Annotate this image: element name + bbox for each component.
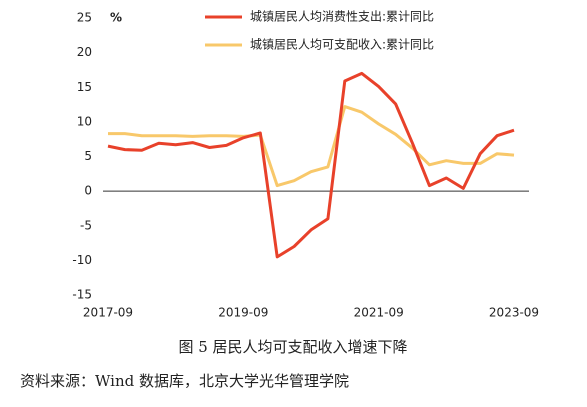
- y-unit: %: [110, 11, 122, 25]
- series-line: [108, 105, 515, 188]
- x-tick-label: 2023-09: [489, 306, 539, 320]
- y-tick-label: -5: [80, 218, 92, 232]
- y-tick-label: 25: [77, 11, 92, 25]
- y-tick-label: 10: [77, 114, 92, 128]
- y-tick-label: -10: [72, 253, 92, 267]
- y-tick-label: 0: [84, 184, 92, 198]
- legend-label: 城镇居民人均可支配收入:累计同比: [250, 38, 434, 52]
- y-tick-label: -15: [72, 288, 92, 302]
- y-tick-label: 5: [84, 149, 92, 163]
- x-tick-label: 2021-09: [354, 306, 404, 320]
- source: 资料来源：Wind 数据库，北京大学光华管理学院: [20, 372, 349, 390]
- legend-label: 城镇居民人均消费性支出:累计同比: [250, 10, 434, 24]
- x-tick-label: 2017-09: [83, 306, 133, 320]
- x-tick-label: 2019-09: [218, 306, 268, 320]
- series-line: [107, 71, 515, 259]
- y-tick-label: 15: [77, 80, 92, 94]
- caption: 图 5 居民人均可支配收入增速下降: [178, 338, 407, 356]
- y-tick-label: 20: [77, 45, 92, 59]
